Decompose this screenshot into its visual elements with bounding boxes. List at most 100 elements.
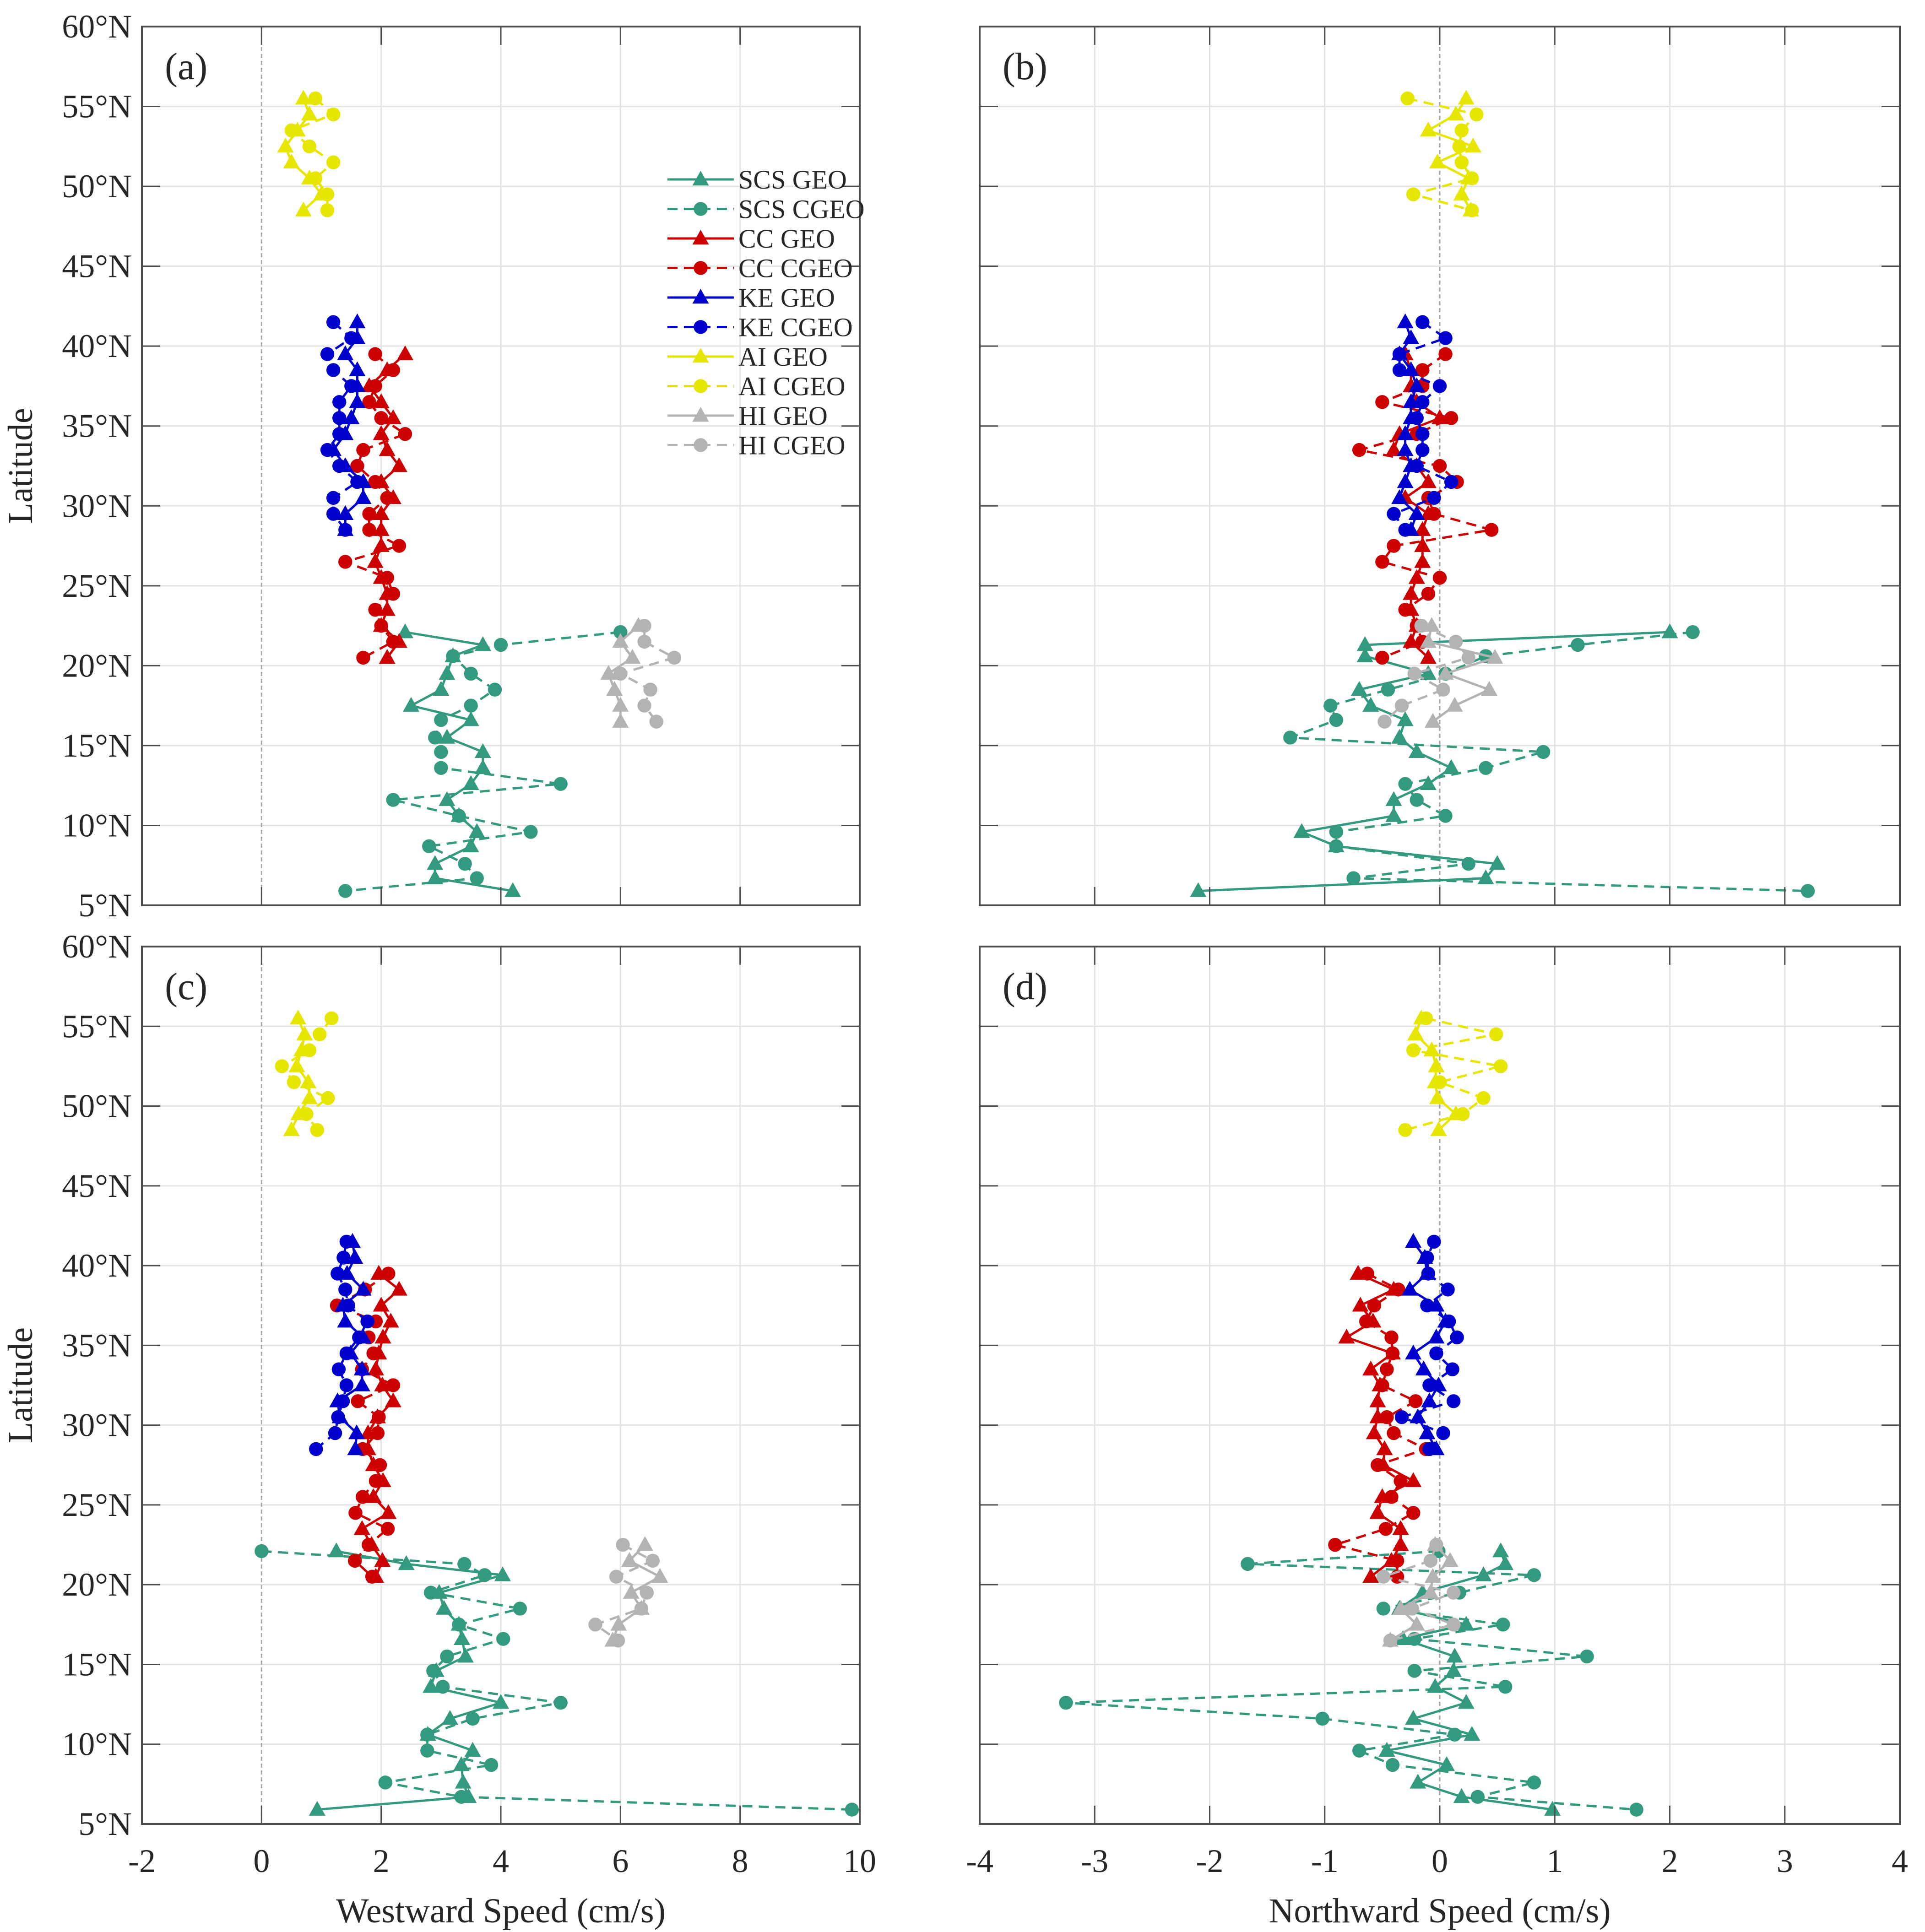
data-point — [1464, 1726, 1480, 1741]
data-point — [1409, 1394, 1423, 1408]
data-point — [1436, 1426, 1450, 1440]
data-point — [1527, 1775, 1541, 1790]
y-tick-label: 35°N — [62, 408, 132, 444]
data-point — [457, 1557, 472, 1571]
data-point — [347, 1440, 364, 1456]
data-point — [386, 363, 400, 377]
data-point — [1420, 473, 1437, 488]
data-point — [1442, 1314, 1456, 1329]
data-point — [337, 1313, 354, 1328]
data-point — [1444, 411, 1459, 425]
series-ai-cgeo — [1400, 91, 1484, 217]
data-point — [1415, 315, 1430, 330]
data-point — [1352, 443, 1366, 457]
data-point — [426, 1664, 440, 1678]
data-point — [369, 1474, 383, 1488]
data-point — [320, 187, 335, 201]
data-point — [380, 1521, 395, 1536]
data-point — [336, 1394, 350, 1408]
y-tick-label: 60°N — [62, 8, 132, 45]
legend-label: KE GEO — [738, 283, 835, 313]
data-point — [458, 857, 472, 871]
data-point — [1405, 1344, 1422, 1360]
legend-label: SCS GEO — [738, 165, 847, 195]
data-point — [1452, 139, 1466, 154]
legend-entry-ke-cgeo: KE CGEO — [667, 313, 853, 342]
data-point — [362, 507, 376, 521]
data-point — [1352, 1743, 1366, 1758]
legend-marker — [694, 261, 708, 275]
panel-d: -4 -3 -2 -1 0 1 2 3 4 (d) Northward Speed (cm/s) — [966, 946, 1908, 1930]
data-point — [1454, 155, 1469, 169]
data-point — [1438, 347, 1453, 361]
data-point — [381, 1266, 396, 1281]
data-point — [1366, 1424, 1383, 1440]
legend-marker — [692, 230, 709, 245]
data-point — [1387, 539, 1401, 553]
data-point — [1441, 1283, 1455, 1297]
data-point — [347, 1553, 362, 1568]
data-point — [1378, 1742, 1395, 1757]
data-point — [1415, 427, 1430, 441]
data-point — [1527, 1568, 1541, 1582]
data-point — [392, 539, 407, 553]
data-point — [337, 505, 354, 520]
data-point — [1241, 1557, 1255, 1571]
data-point — [332, 459, 347, 473]
data-point — [350, 475, 364, 489]
data-point — [355, 1281, 372, 1296]
data-point — [643, 682, 657, 697]
data-point — [1375, 650, 1389, 665]
data-point — [1414, 537, 1431, 552]
data-point — [320, 443, 335, 457]
data-point — [1421, 1392, 1438, 1407]
data-point — [588, 1618, 602, 1632]
data-point — [365, 1488, 382, 1503]
data-point — [295, 201, 312, 216]
data-point — [1403, 393, 1420, 408]
data-point — [402, 697, 420, 712]
data-point — [1446, 697, 1463, 712]
panel-label: (b) — [1003, 45, 1047, 88]
data-point — [1414, 521, 1431, 536]
y-tick-label: 50°N — [62, 1088, 132, 1125]
data-point — [636, 1536, 653, 1551]
data-point — [1410, 1408, 1426, 1423]
data-point — [332, 427, 347, 441]
data-point — [339, 1234, 354, 1249]
data-point — [1346, 871, 1361, 885]
data-point — [513, 1602, 527, 1616]
data-point — [1329, 713, 1344, 727]
data-point — [637, 634, 651, 649]
data-point — [355, 489, 372, 504]
data-point — [1480, 681, 1498, 696]
series-line — [290, 97, 335, 211]
data-point — [1432, 459, 1447, 473]
data-point — [343, 409, 360, 424]
y-tick-label: 5°N — [78, 1806, 132, 1842]
y-tick-label: 15°N — [62, 1646, 132, 1683]
series-scs-geo — [396, 623, 521, 897]
data-point — [1476, 1091, 1491, 1105]
data-point — [494, 1566, 511, 1581]
legend-label: SCS CGEO — [738, 195, 865, 224]
legend-entry-cc-cgeo: CC CGEO — [667, 254, 853, 283]
data-point — [651, 1568, 668, 1583]
legend-marker — [694, 202, 708, 216]
data-point — [300, 1073, 317, 1088]
data-point — [326, 155, 341, 169]
data-point — [338, 884, 352, 898]
data-point — [462, 837, 479, 853]
data-point — [1453, 1788, 1470, 1803]
data-point — [373, 1458, 387, 1472]
data-point — [349, 313, 366, 329]
data-point — [339, 1378, 354, 1392]
data-point — [464, 698, 478, 713]
y-tick-label: 20°N — [62, 1566, 132, 1603]
data-point — [434, 713, 448, 727]
data-point — [353, 1360, 370, 1375]
data-point — [365, 1569, 380, 1584]
series-ke-cgeo — [1394, 1234, 1464, 1456]
data-point — [1351, 681, 1368, 696]
data-point — [320, 347, 335, 361]
